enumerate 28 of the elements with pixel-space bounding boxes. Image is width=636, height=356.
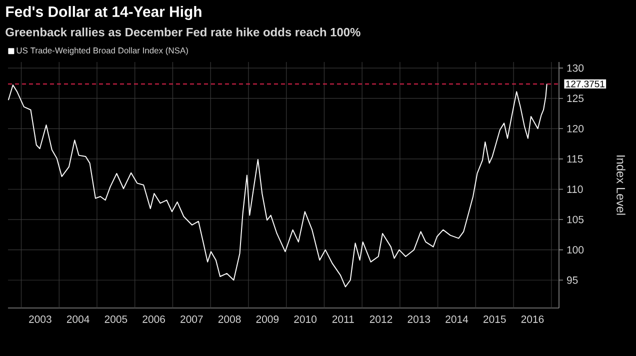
y-tick-label: 120 [567, 124, 584, 132]
x-tick-label: 2003 [29, 316, 52, 323]
y-tick-label: 125 [567, 94, 584, 102]
x-tick-label: 2004 [66, 316, 90, 323]
y-tick-label: 100 [567, 246, 584, 254]
x-tick-label: 2011 [332, 316, 354, 323]
y-tick-label: 115 [567, 155, 583, 163]
y-tick-label: 110 [567, 186, 583, 193]
x-tick-label: 2006 [142, 316, 165, 323]
legend-label: US Trade-Weighted Broad Dollar Index (NSA) [16, 47, 188, 56]
y-tick-label: 95 [567, 276, 578, 284]
line-series [8, 83, 548, 288]
x-tick-label: 2007 [180, 316, 203, 323]
chart-title: Fed's Dollar at 14-Year High [6, 6, 202, 20]
y-tick-label: 105 [567, 216, 584, 224]
x-tick-label: 2005 [104, 316, 128, 323]
x-tick-label: 2014 [446, 316, 468, 323]
y-tick-label: 130 [567, 64, 584, 72]
chart-subtitle: Greenback rallies as December Fed rate hike odds reach 100% [6, 28, 360, 36]
x-tick-label: 2015 [484, 316, 506, 323]
x-tick-label: 2016 [521, 316, 544, 323]
x-tick-label: 2008 [218, 316, 241, 323]
x-tick-label: 2010 [294, 316, 316, 323]
y-axis-title: Index Level [616, 156, 626, 215]
x-tick-label: 2009 [256, 316, 279, 323]
ref-line-label: 127.3751 [566, 80, 604, 88]
x-tick-label: 2013 [408, 316, 430, 323]
x-tick-label: 2012 [370, 316, 392, 323]
